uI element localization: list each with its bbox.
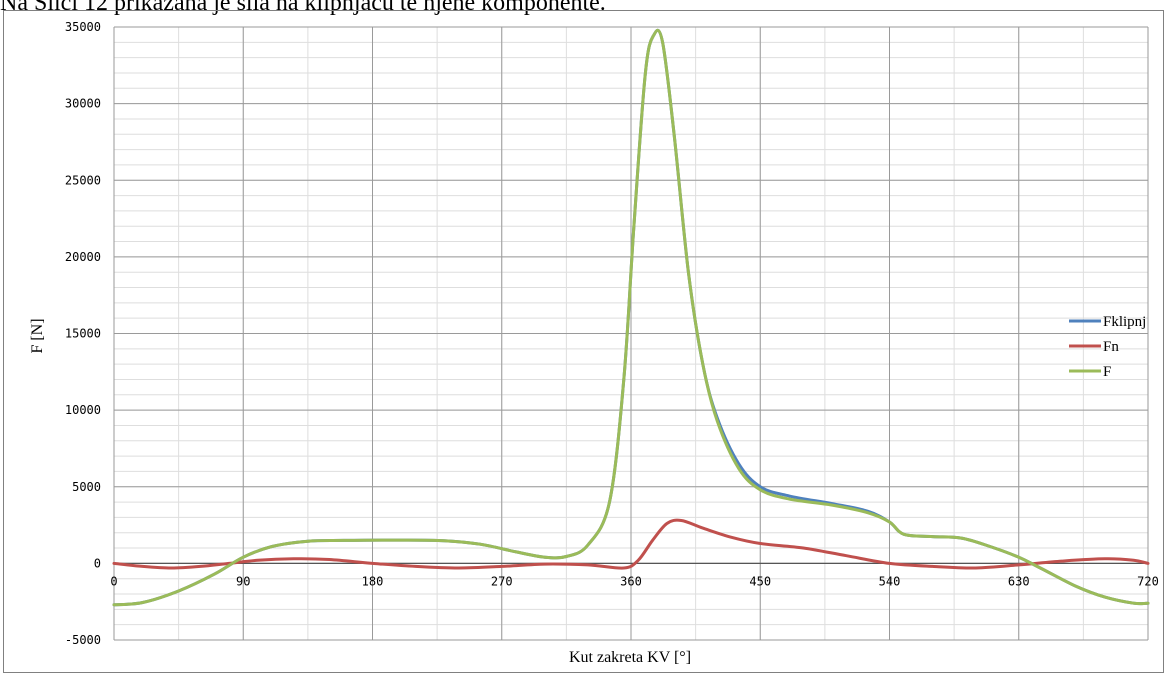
x-tick-label: 180 xyxy=(362,574,384,588)
x-tick-label: 0 xyxy=(110,574,117,588)
y-tick-label: 10000 xyxy=(65,403,101,417)
series-line-f xyxy=(112,28,1150,607)
y-tick-label: 20000 xyxy=(65,250,101,264)
legend-label: Fklipnj xyxy=(1103,314,1146,330)
y-tick-label: 5000 xyxy=(72,480,101,494)
legend-label: Fn xyxy=(1103,339,1119,355)
y-tick-label: 0 xyxy=(94,556,101,570)
x-tick-label: 360 xyxy=(620,574,642,588)
page-caption: Na Slici 12 prikazana je sila na klipnja… xyxy=(0,0,606,16)
series-line-fn xyxy=(112,518,1150,570)
x-tick-label: 630 xyxy=(1008,574,1030,588)
chart-border xyxy=(3,10,1164,673)
y-axis-ticks: -5000 0 5000 10000 15000 20000 25000 30000 35000 xyxy=(65,20,101,647)
y-axis-title: F [N] xyxy=(29,318,46,353)
y-tick-label: 35000 xyxy=(65,20,101,34)
x-tick-label: 540 xyxy=(879,574,901,588)
x-tick-label: 720 xyxy=(1137,574,1159,588)
x-axis-title: Kut zakreta KV [°] xyxy=(569,649,691,666)
x-tick-label: 450 xyxy=(749,574,771,588)
y-tick-label: 25000 xyxy=(65,173,101,187)
y-tick-label: -5000 xyxy=(65,633,101,647)
x-tick-label: 90 xyxy=(236,574,250,588)
x-axis-ticks: 0 90 180 270 360 450 540 630 720 xyxy=(110,574,1158,588)
y-tick-label: 15000 xyxy=(65,327,101,341)
plot-series xyxy=(112,28,1150,607)
legend: Fklipnj Fn F xyxy=(1069,314,1146,380)
legend-label: F xyxy=(1103,364,1111,380)
x-tick-label: 270 xyxy=(491,574,513,588)
grid-major xyxy=(113,26,1149,641)
y-tick-label: 30000 xyxy=(65,97,101,111)
